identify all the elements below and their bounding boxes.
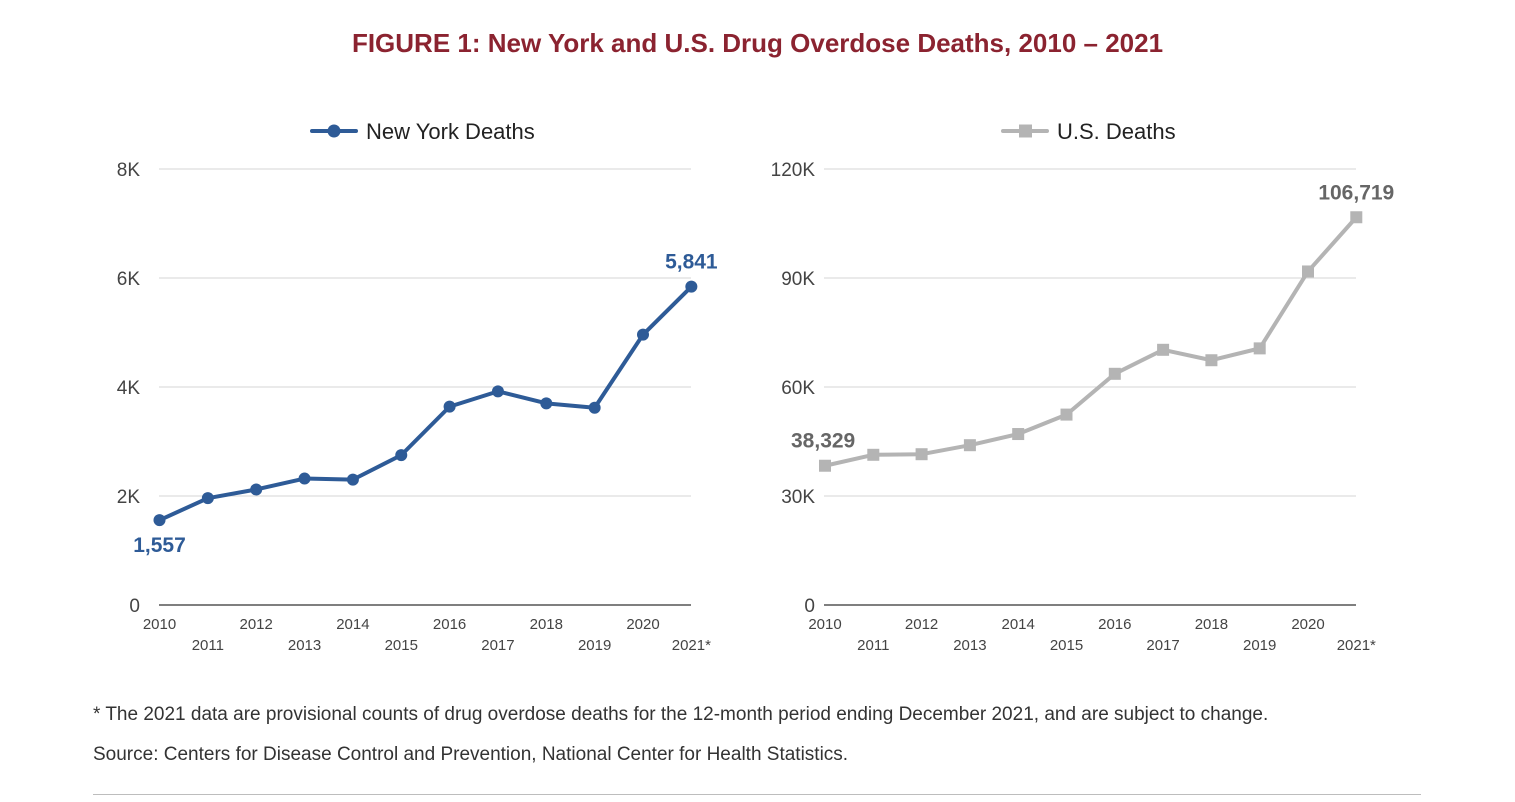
legend-label: New York Deaths — [366, 119, 535, 144]
x-tick-label: 2018 — [530, 616, 563, 633]
x-tick-label: 2012 — [905, 616, 938, 633]
data-point — [1060, 408, 1073, 421]
y-tick-label: 30K — [781, 487, 815, 508]
data-label: 1,557 — [133, 534, 186, 557]
source-note: Source: Centers for Disease Control and … — [93, 744, 849, 765]
data-point — [1302, 265, 1314, 278]
y-tick-label: 120K — [771, 160, 816, 181]
bottom-divider — [93, 794, 1421, 795]
data-point — [395, 449, 408, 462]
data-point — [588, 401, 601, 414]
x-tick-label: 2017 — [481, 637, 514, 654]
x-tick-label: 2015 — [385, 637, 418, 654]
x-tick-label: 2019 — [578, 637, 611, 654]
data-point — [1108, 367, 1121, 380]
y-tick-label: 60K — [781, 378, 815, 399]
y-tick-label: 8K — [117, 160, 141, 181]
series-line — [823, 215, 1359, 468]
data-label: 38,329 — [791, 430, 855, 453]
x-tick-label: 2010 — [143, 616, 176, 633]
data-point — [867, 448, 880, 461]
x-tick-label: 2011 — [857, 637, 889, 654]
y-tick-label: 4K — [117, 378, 141, 399]
x-tick-label: 2020 — [626, 616, 659, 633]
data-label: 106,719 — [1318, 181, 1394, 204]
y-tick-label: 0 — [804, 596, 815, 617]
footnote: * The 2021 data are provisional counts o… — [93, 704, 1269, 725]
data-point — [915, 448, 928, 461]
x-tick-label: 2012 — [240, 616, 273, 633]
data-point — [1157, 343, 1170, 356]
x-tick-label: 2020 — [1291, 616, 1324, 633]
chart-us: 0 30K 60K 90K 120K 2010 2011 2012 2013 2014 2015 20… — [771, 119, 1395, 654]
x-tick-label: 2019 — [1243, 637, 1276, 654]
legend-label: U.S. Deaths — [1057, 119, 1176, 144]
legend-marker — [1019, 124, 1032, 138]
data-point — [153, 514, 166, 527]
y-tick-label: 0 — [129, 596, 140, 617]
data-point — [250, 483, 263, 496]
data-point — [685, 280, 698, 293]
x-tick-label: 2013 — [288, 637, 321, 654]
data-point — [346, 473, 359, 486]
charts-area: 0 2K 4K 6K 8K 2010 2011 2012 2013 2014 2015 2016 201… — [117, 119, 1395, 654]
figure-title: FIGURE 1: New York and U.S. Drug Overdos… — [351, 28, 1164, 58]
x-tick-label: 2021* — [1337, 637, 1376, 654]
data-point — [540, 397, 553, 410]
data-point — [963, 439, 976, 452]
x-tick-label: 2017 — [1146, 637, 1179, 654]
data-point — [819, 459, 831, 472]
x-tick-label: 2014 — [336, 616, 369, 633]
x-tick-label: 2015 — [1050, 637, 1083, 654]
legend: New York Deaths — [310, 119, 535, 144]
data-point — [491, 385, 504, 398]
data-point — [443, 400, 456, 413]
data-point — [637, 328, 649, 341]
y-tick-label: 2K — [117, 487, 141, 508]
legend: U.S. Deaths — [1001, 119, 1176, 144]
y-tick-label: 90K — [781, 269, 815, 290]
x-tick-label: 2016 — [1098, 616, 1131, 633]
data-point — [1253, 342, 1266, 355]
x-tick-label: 2010 — [808, 616, 841, 633]
x-tick-label: 2016 — [433, 616, 466, 633]
x-tick-label: 2011 — [192, 637, 224, 654]
x-tick-label: 2021* — [672, 637, 711, 654]
x-tick-label: 2014 — [1002, 616, 1035, 633]
x-tick-label: 2018 — [1195, 616, 1228, 633]
data-label: 5,841 — [665, 251, 718, 274]
series-line — [157, 284, 694, 523]
data-point — [298, 472, 311, 485]
legend-marker — [327, 124, 341, 138]
x-tick-label: 2013 — [953, 637, 986, 654]
y-tick-label: 6K — [117, 269, 141, 290]
data-point — [1012, 428, 1025, 441]
data-point — [201, 492, 214, 505]
data-point — [1205, 354, 1218, 367]
chart-new-york: 0 2K 4K 6K 8K 2010 2011 2012 2013 2014 2015 2016 201… — [117, 119, 718, 654]
data-point — [1350, 211, 1363, 224]
